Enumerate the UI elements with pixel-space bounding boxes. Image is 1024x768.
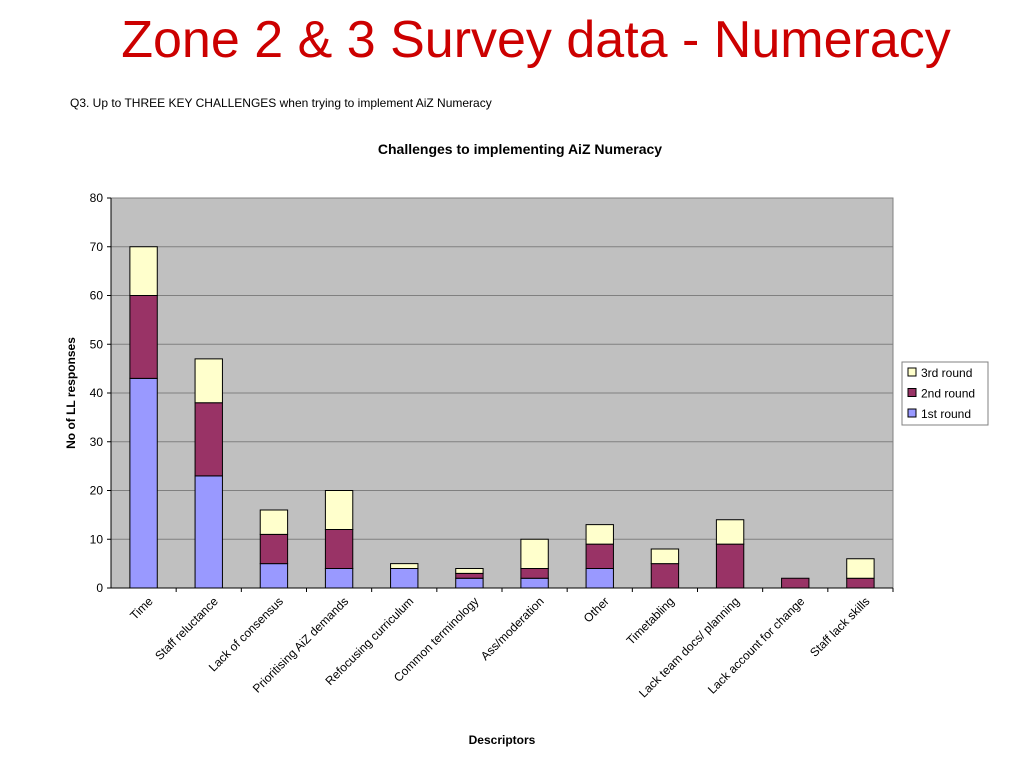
question-text: Q3. Up to THREE KEY CHALLENGES when tryi… <box>70 96 492 110</box>
bar-segment-2nd-round <box>520 568 549 579</box>
legend-label: 1st round <box>921 407 971 421</box>
bar-segment-1st-round <box>390 568 419 589</box>
y-axis-ticks: 0 10 20 30 40 50 60 70 80 <box>90 191 111 595</box>
x-tick-label: Time <box>127 594 156 623</box>
bar-segment-3rd-round <box>324 490 354 530</box>
bar-segment-3rd-round <box>585 524 614 545</box>
bar-segment-2nd-round <box>324 529 354 569</box>
y-axis-label: No of LL responses <box>64 337 78 449</box>
bar-segment-2nd-round <box>846 577 875 589</box>
bar-segment-3rd-round <box>194 358 223 404</box>
x-tick-label: Ass/moderation <box>478 594 547 663</box>
x-tick-label: Staff reluctance <box>152 594 221 663</box>
bar-segment-1st-round <box>585 568 614 589</box>
bar-segment-2nd-round <box>129 295 158 379</box>
bar-segment-2nd-round <box>194 402 223 477</box>
y-tick-label: 30 <box>90 435 104 449</box>
bars <box>129 246 875 589</box>
bar-segment-3rd-round <box>846 558 875 579</box>
bar-segment-3rd-round <box>455 568 484 574</box>
x-tick-label: Other <box>581 594 612 625</box>
bar-segment-2nd-round <box>715 543 745 589</box>
bar-segment-3rd-round <box>715 519 745 545</box>
y-tick-label: 60 <box>90 289 104 303</box>
bar-segment-2nd-round <box>781 577 810 589</box>
legend-label: 3rd round <box>921 366 972 380</box>
bar-segment-3rd-round <box>129 246 158 296</box>
x-tick-label: Timetabling <box>624 594 677 647</box>
y-tick-label: 0 <box>96 581 103 595</box>
bar-segment-2nd-round <box>585 543 614 569</box>
bar-segment-3rd-round <box>259 509 289 535</box>
y-tick-label: 70 <box>90 240 104 254</box>
bar-segment-1st-round <box>324 568 354 589</box>
y-tick-label: 10 <box>90 532 104 546</box>
x-tick-label: Staff lack skills <box>807 594 872 659</box>
slide-title: Zone 2 & 3 Survey data - Numeracy <box>121 11 951 69</box>
bar-segment-1st-round <box>259 563 289 589</box>
bar-segment-2nd-round <box>650 563 680 589</box>
x-axis-label: Descriptors <box>469 733 536 747</box>
bar-segment-3rd-round <box>390 563 419 569</box>
bar-segment-2nd-round <box>455 572 484 579</box>
bar-segment-3rd-round <box>520 538 549 569</box>
gridlines <box>111 246 893 540</box>
y-tick-label: 20 <box>90 484 104 498</box>
bar-segment-1st-round <box>520 577 549 589</box>
bar-segment-2nd-round <box>259 533 289 565</box>
legend: 3rd round 2nd round 1st round <box>901 361 989 426</box>
chart-title: Challenges to implementing AiZ Numeracy <box>378 141 662 157</box>
bar-segment-3rd-round <box>650 548 680 565</box>
y-tick-label: 40 <box>90 386 104 400</box>
legend-label: 2nd round <box>921 387 975 401</box>
y-tick-label: 80 <box>90 191 104 205</box>
y-tick-label: 50 <box>90 337 104 351</box>
bar-segment-1st-round <box>194 475 223 589</box>
bar-segment-1st-round <box>129 377 158 589</box>
legend-swatch <box>907 388 917 397</box>
legend-swatch <box>907 408 917 418</box>
bar-segment-1st-round <box>455 577 484 589</box>
legend-swatch <box>907 367 917 377</box>
